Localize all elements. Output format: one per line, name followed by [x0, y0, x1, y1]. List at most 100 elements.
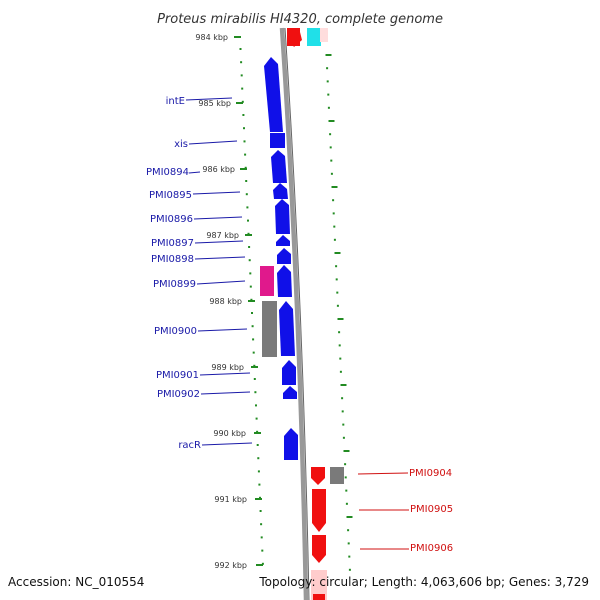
- major-tick: [256, 564, 263, 566]
- minor-tick: [339, 370, 342, 373]
- gene-label-PMI0904[interactable]: PMI0904: [409, 468, 452, 479]
- minor-tick: [345, 489, 348, 492]
- minor-tick: [255, 404, 257, 407]
- minor-tick: [338, 331, 341, 334]
- gene-PMI0902: [283, 386, 297, 399]
- gene-label-PMI0896[interactable]: PMI0896: [150, 214, 193, 225]
- minor-tick: [345, 502, 348, 505]
- pink-feature: [260, 266, 274, 296]
- gene-label-PMI0901[interactable]: PMI0901: [156, 370, 199, 381]
- minor-tick: [253, 364, 256, 367]
- tick-labels: 984 kbp 985 kbp 986 kbp 987 kbp 988 kbp …: [195, 33, 263, 570]
- minor-tick: [253, 378, 256, 380]
- tick-label: 988 kbp: [209, 297, 242, 306]
- minor-tick: [344, 463, 347, 466]
- minor-tick: [335, 265, 338, 268]
- gene-label-PMI0902[interactable]: PMI0902: [157, 389, 200, 400]
- gene-label-xis[interactable]: xis: [174, 139, 188, 150]
- minor-tick: [330, 172, 333, 175]
- major-tick: [234, 36, 241, 38]
- gene-racR: [284, 428, 298, 460]
- gene-label-intE[interactable]: intE: [166, 96, 185, 107]
- gene-label-PMI0898[interactable]: PMI0898: [151, 254, 194, 265]
- genome-backbone: [279, 27, 309, 600]
- gene-PMI0900: [279, 301, 295, 356]
- gene-PMI0906: [312, 535, 326, 563]
- minor-tick: [244, 166, 247, 169]
- major-tick: [248, 300, 255, 302]
- gene-PMI0898: [277, 248, 291, 264]
- minor-tick: [341, 410, 344, 413]
- minor-tick: [347, 529, 350, 532]
- gene-label-PMI0895[interactable]: PMI0895: [149, 190, 192, 201]
- minor-tick: [240, 74, 243, 77]
- major-tick: [251, 366, 258, 368]
- minor-tick: [326, 67, 329, 70]
- major-tick: [240, 168, 247, 170]
- leader-line: [197, 328, 248, 332]
- gene-intE: [264, 57, 283, 132]
- minor-tick: [343, 450, 350, 452]
- gene-label-PMI0894[interactable]: PMI0894: [146, 167, 189, 178]
- scale-track-right: [325, 54, 353, 571]
- gene-label-PMI0906[interactable]: PMI0906: [410, 543, 453, 554]
- minor-tick: [344, 476, 347, 479]
- minor-tick: [327, 93, 330, 96]
- forward-gene-track: [264, 57, 298, 460]
- minor-tick: [261, 562, 264, 565]
- accession-text: Accession: NC_010554: [8, 575, 144, 589]
- minor-tick: [246, 206, 249, 209]
- minor-tick: [243, 140, 246, 143]
- minor-tick: [339, 357, 342, 360]
- reverse-gene-label-text: PMI0904 PMI0905 PMI0906: [409, 468, 453, 554]
- minor-tick: [326, 80, 329, 83]
- minor-tick: [330, 159, 333, 162]
- minor-tick: [338, 344, 341, 347]
- major-tick: [245, 234, 252, 236]
- gene-PMI0901: [282, 360, 296, 385]
- gene-label-PMI0900[interactable]: PMI0900: [154, 326, 197, 337]
- minor-tick: [342, 436, 345, 439]
- gene-label-PMI0905[interactable]: PMI0905: [410, 504, 453, 515]
- gene-label-PMI0899[interactable]: PMI0899: [153, 279, 196, 290]
- gene-PMI0904: [311, 467, 325, 485]
- minor-tick: [248, 259, 251, 262]
- minor-tick: [247, 219, 249, 222]
- gene-xis: [270, 133, 285, 148]
- minor-tick: [347, 542, 350, 545]
- minor-tick: [333, 225, 336, 228]
- minor-tick: [240, 61, 243, 64]
- minor-tick: [328, 120, 335, 122]
- leader-line: [201, 442, 253, 446]
- minor-tick: [256, 444, 259, 446]
- leader-line: [196, 280, 246, 285]
- gene-PMI0894: [271, 150, 287, 183]
- tick-label: 986 kbp: [202, 165, 235, 174]
- leader-line: [188, 140, 238, 145]
- cyan-feature-top: [307, 28, 321, 46]
- minor-tick: [259, 496, 261, 499]
- minor-tick: [258, 483, 261, 486]
- leader-line: [194, 256, 246, 260]
- reverse-gene-top-arrow: [288, 32, 302, 47]
- minor-tick: [244, 153, 247, 156]
- minor-tick: [256, 430, 259, 433]
- minor-tick: [254, 391, 257, 394]
- leader-line: [188, 171, 201, 174]
- reverse-gene-bottom: [313, 594, 325, 600]
- gray-feature-right: [330, 467, 344, 484]
- minor-tick: [249, 272, 252, 275]
- minor-tick: [245, 180, 248, 182]
- minor-tick: [348, 555, 351, 558]
- minor-tick: [341, 397, 344, 400]
- minor-tick: [250, 298, 253, 301]
- minor-tick: [260, 523, 263, 526]
- forward-gene-label-text: intE xis PMI0894 PMI0895 PMI0896 PMI0897…: [146, 96, 201, 451]
- minor-tick: [247, 232, 250, 235]
- gene-label-racR[interactable]: racR: [178, 440, 201, 451]
- minor-tick: [249, 285, 252, 288]
- minor-tick: [336, 304, 339, 307]
- gene-label-PMI0897[interactable]: PMI0897: [151, 238, 194, 249]
- tick-label: 987 kbp: [206, 231, 239, 240]
